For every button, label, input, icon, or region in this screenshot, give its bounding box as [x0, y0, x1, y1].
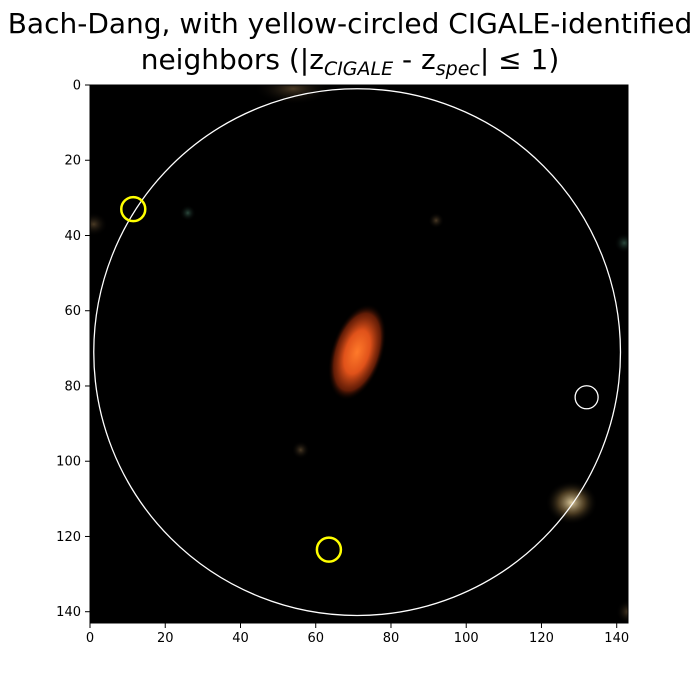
y-tick-label: 120 [56, 530, 81, 545]
background-source [179, 204, 196, 221]
y-tick-label: 40 [64, 229, 81, 244]
x-tick-label: 140 [604, 631, 629, 646]
background-source [614, 233, 628, 254]
background-source [545, 480, 598, 525]
background-source [291, 440, 310, 459]
x-tick-label: 120 [529, 631, 554, 646]
x-axis: 0 20 40 60 80 100 120 140 [86, 623, 629, 646]
y-tick-label: 80 [64, 379, 81, 394]
x-tick-label: 80 [383, 631, 400, 646]
yellow-neighbor-circle [120, 195, 147, 223]
subscript-spec: spec [435, 58, 480, 80]
axes-border [89, 84, 629, 624]
x-tick-label: 0 [86, 631, 94, 646]
background-source [616, 599, 628, 623]
x-tick-label: 100 [454, 631, 479, 646]
plot-content [90, 85, 628, 623]
x-tick-label: 40 [232, 631, 249, 646]
x-tick-label: 20 [157, 631, 174, 646]
background-source [253, 85, 334, 105]
y-tick-label: 140 [56, 605, 81, 620]
background-source [428, 212, 445, 229]
x-tick-label: 60 [307, 631, 324, 646]
yellow-neighbor-circle [315, 536, 343, 563]
figure-title-line1: Bach-Dang, with yellow-circled CIGALE-id… [7, 7, 693, 40]
figure-title-line2: neighbors (|zCIGALE - zspec| ≤ 1) [140, 43, 560, 80]
subscript-cigale: CIGALE [323, 58, 394, 80]
y-tick-label: 20 [64, 154, 81, 169]
y-tick-label: 0 [73, 79, 81, 94]
plot-frame [89, 84, 629, 624]
main-galaxy [327, 303, 387, 401]
y-axis: 0 20 40 60 80 100 120 140 [56, 79, 90, 620]
y-tick-label: 100 [56, 455, 81, 470]
white-neighbor-circle [574, 385, 599, 410]
y-tick-label: 60 [64, 304, 81, 319]
background-source [90, 212, 108, 237]
search-radius-circle [93, 88, 622, 617]
